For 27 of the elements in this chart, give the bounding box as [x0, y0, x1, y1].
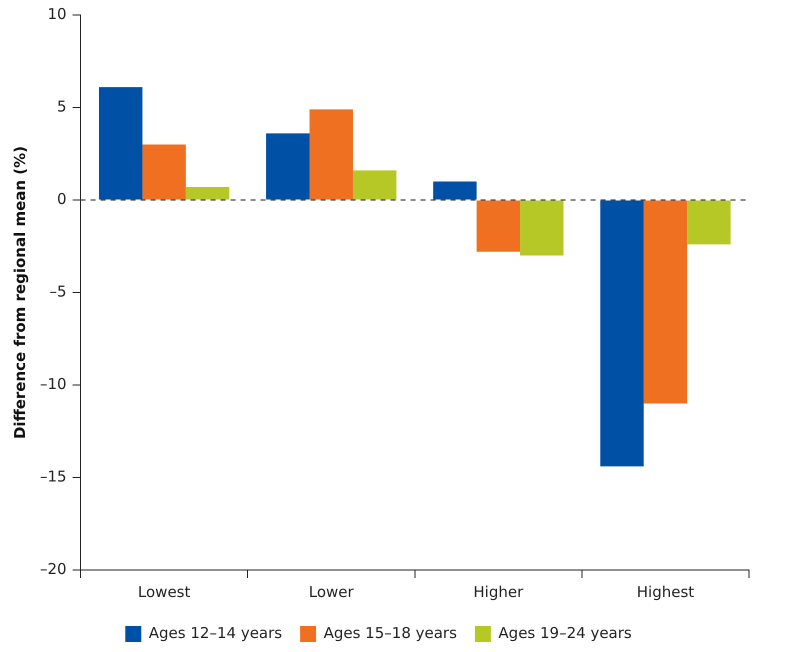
bar — [352, 170, 396, 200]
y-tick-label: 10 — [47, 4, 67, 23]
legend-label: Ages 19–24 years — [498, 624, 632, 642]
y-tick-label: –10 — [40, 374, 67, 393]
y-tick-label: –5 — [50, 282, 67, 300]
bar — [600, 200, 644, 466]
legend-label: Ages 15–18 years — [324, 624, 458, 642]
legend-label: Ages 12–14 years — [148, 624, 282, 642]
y-tick-label: –15 — [40, 467, 67, 486]
bar — [644, 200, 688, 404]
x-tick-label: Highest — [636, 582, 694, 601]
y-tick-label: –20 — [40, 560, 67, 578]
x-tick-label: Lower — [308, 582, 355, 601]
bar — [186, 187, 230, 200]
bar — [520, 200, 564, 256]
y-tick-label: 5 — [57, 97, 67, 116]
y-tick-label: 0 — [57, 190, 67, 208]
y-axis-title: Difference from regional mean (%) — [10, 146, 29, 440]
bar — [476, 200, 520, 252]
x-tick-label: Lowest — [138, 582, 190, 601]
x-tick-label: Higher — [473, 582, 524, 601]
bar — [433, 182, 477, 200]
bar — [142, 144, 186, 200]
bar — [687, 200, 731, 244]
bar — [310, 109, 353, 200]
bar — [266, 133, 310, 200]
bar — [98, 87, 142, 200]
